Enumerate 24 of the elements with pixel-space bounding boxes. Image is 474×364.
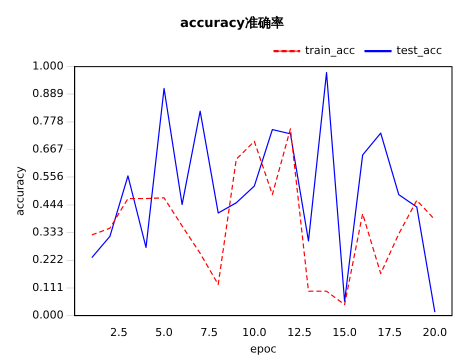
chart-title: accuracy准确率 [180,15,284,32]
y-axis-title: accuracy [13,166,26,216]
y-tick-label: 0.667 [32,142,64,156]
y-tick-label: 0.222 [32,253,64,266]
y-tick-label: 0.333 [32,226,64,239]
y-tick-label: 0.000 [32,308,64,322]
x-tick-label: 20.0 [422,326,448,340]
y-tick-label: 0.111 [32,280,64,294]
x-tick-label: 15.0 [332,326,357,340]
x-tick-label: 2.5 [110,326,128,340]
line-series [91,128,436,306]
y-tick-label: 0.444 [32,198,64,211]
y-tick-label: 0.778 [32,114,64,128]
legend-label: test_acc [396,44,442,57]
x-tick-label: 10.0 [242,326,267,340]
x-tick-label: 5.0 [155,326,173,340]
y-tick-label: 0.889 [32,87,64,100]
x-tick-label: 17.5 [377,326,402,340]
x-tick-label: 12.5 [287,326,312,340]
y-tick-label: 1.000 [32,59,64,72]
x-tick-label: 7.5 [200,326,218,340]
legend-label: train_acc [305,44,356,57]
y-tick-label: 0.556 [32,170,64,184]
x-axis-title: epoc [250,342,277,356]
